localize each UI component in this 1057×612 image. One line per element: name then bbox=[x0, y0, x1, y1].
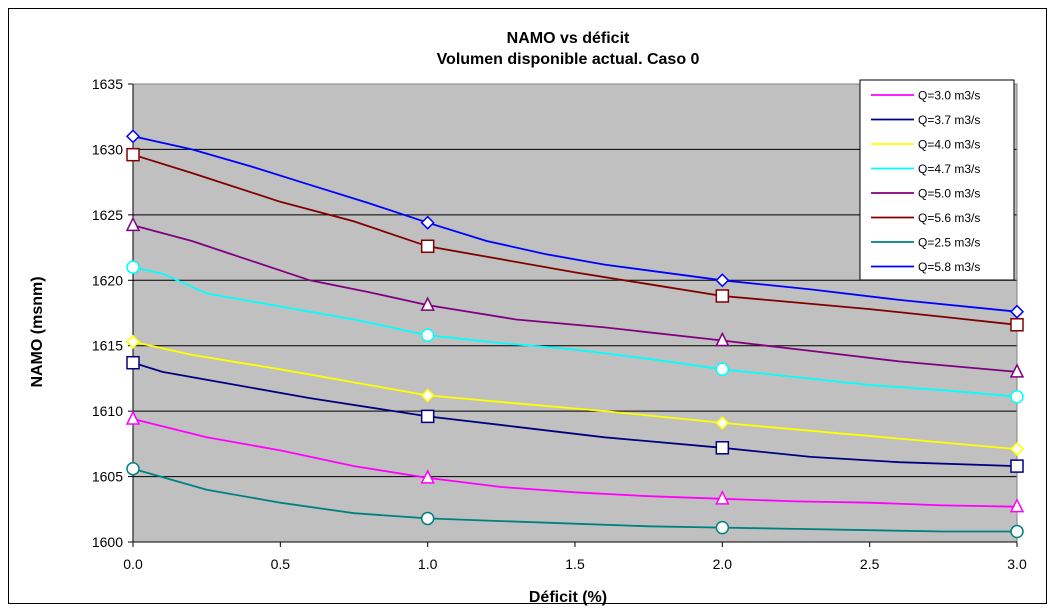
legend-label: Q=2.5 m3/s bbox=[918, 236, 980, 250]
data-point bbox=[420, 409, 435, 424]
chart-title: NAMO vs déficit bbox=[507, 30, 630, 47]
y-tick-label: 1615 bbox=[92, 338, 123, 354]
series-7 bbox=[126, 461, 1024, 539]
legend-item: Q=4.0 m3/s bbox=[871, 138, 980, 152]
data-point bbox=[125, 216, 141, 232]
legend: Q=3.0 m3/s Q=3.7 m3/s Q=4.0 m3/s Q=4.7 m3/s… bbox=[859, 79, 1015, 281]
legend-item: Q=5.6 m3/s bbox=[871, 211, 980, 225]
x-tick-label: 2.5 bbox=[860, 556, 880, 572]
y-tick-label: 1630 bbox=[92, 141, 123, 157]
legend-label: Q=4.7 m3/s bbox=[918, 162, 980, 176]
y-tick-label: 1625 bbox=[92, 207, 123, 223]
data-point bbox=[715, 441, 730, 455]
series-line bbox=[132, 340, 1018, 450]
legend-label: Q=4.0 m3/s bbox=[918, 138, 980, 152]
data-point bbox=[1010, 318, 1024, 332]
data-point bbox=[1009, 304, 1025, 319]
data-point bbox=[125, 129, 141, 144]
y-tick-label: 1620 bbox=[92, 272, 123, 288]
x-tick-label: 0.0 bbox=[123, 556, 143, 572]
series-line bbox=[132, 467, 1017, 533]
legend-item: Q=3.0 m3/s bbox=[871, 89, 980, 103]
data-point bbox=[715, 520, 730, 535]
x-axis-title: Déficit (%) bbox=[529, 589, 607, 606]
data-point bbox=[125, 410, 141, 425]
data-point bbox=[420, 296, 435, 311]
data-point bbox=[1010, 459, 1024, 473]
data-point bbox=[420, 469, 435, 484]
y-tick-label: 1635 bbox=[92, 76, 123, 92]
x-tick-label: 1.0 bbox=[418, 556, 438, 572]
y-tick-label: 1600 bbox=[92, 534, 123, 550]
legend-item: Q=4.7 m3/s bbox=[871, 162, 980, 176]
legend-item: Q=5.0 m3/s bbox=[871, 187, 980, 201]
legend-label: Q=3.7 m3/s bbox=[918, 113, 980, 127]
x-tick-label: 3.0 bbox=[1007, 556, 1027, 572]
series-line bbox=[132, 153, 1018, 326]
data-point bbox=[420, 328, 435, 342]
legend-item: Q=3.7 m3/s bbox=[871, 113, 980, 127]
data-point bbox=[1010, 389, 1024, 404]
data-point bbox=[126, 147, 140, 162]
series-6 bbox=[126, 147, 1024, 332]
data-point bbox=[715, 289, 730, 303]
y-tick-label: 1605 bbox=[92, 469, 123, 485]
data-point bbox=[125, 334, 141, 349]
legend-label: Q=5.8 m3/s bbox=[918, 260, 980, 274]
series-2 bbox=[126, 355, 1024, 473]
legend-item: Q=2.5 m3/s bbox=[871, 236, 980, 250]
y-tick-label: 1610 bbox=[92, 403, 123, 419]
data-point bbox=[420, 215, 435, 230]
data-point bbox=[1009, 363, 1025, 378]
data-point bbox=[715, 273, 730, 288]
series-8 bbox=[125, 129, 1025, 319]
data-point bbox=[715, 362, 730, 377]
data-point bbox=[126, 260, 140, 274]
legend-label: Q=3.0 m3/s bbox=[918, 89, 980, 103]
data-point bbox=[126, 461, 140, 476]
data-point bbox=[420, 388, 435, 403]
series-4 bbox=[126, 260, 1024, 404]
chart-subtitle: Volumen disponible actual. Caso 0 bbox=[437, 51, 700, 68]
y-axis-title: NAMO (msnm) bbox=[29, 276, 46, 387]
data-point bbox=[1009, 442, 1025, 457]
legend-label: Q=5.6 m3/s bbox=[918, 211, 980, 225]
legend-label: Q=5.0 m3/s bbox=[918, 187, 980, 201]
x-tick-label: 2.0 bbox=[713, 556, 733, 572]
legend-item: Q=5.8 m3/s bbox=[871, 260, 980, 274]
series-3 bbox=[125, 334, 1025, 457]
data-point bbox=[1009, 497, 1025, 513]
series-line bbox=[132, 224, 1018, 373]
series-line bbox=[132, 135, 1018, 313]
data-point bbox=[420, 239, 435, 254]
legend-box bbox=[859, 79, 1015, 281]
data-point bbox=[1010, 524, 1024, 539]
data-point bbox=[715, 490, 730, 505]
data-point bbox=[715, 415, 730, 430]
series-line bbox=[132, 361, 1018, 467]
series-line bbox=[132, 418, 1018, 508]
tick-labels: 1600 1605 1610 1615 1620 1625 1630 1635 0.0 0.5 1.… bbox=[92, 76, 1027, 572]
data-point bbox=[126, 355, 140, 370]
series-5 bbox=[125, 216, 1025, 378]
x-tick-label: 0.5 bbox=[271, 556, 291, 572]
data-point bbox=[420, 511, 435, 526]
series-line bbox=[132, 266, 1018, 398]
series-1 bbox=[125, 410, 1025, 513]
x-tick-label: 1.5 bbox=[565, 556, 585, 572]
series-group bbox=[125, 129, 1025, 539]
data-point bbox=[715, 331, 730, 347]
